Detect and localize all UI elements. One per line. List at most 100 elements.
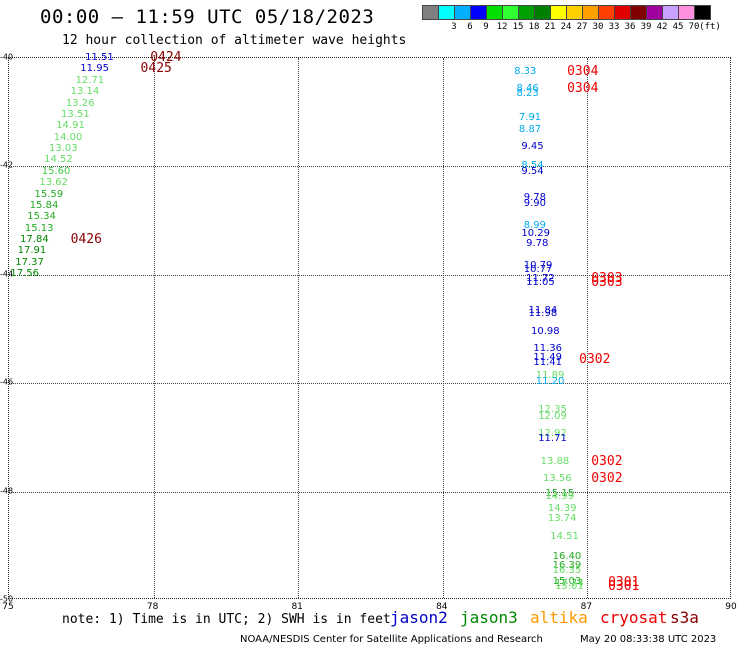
wave-height-value: 11.49 (533, 352, 563, 364)
wave-height-value: 15.01 (555, 580, 584, 592)
color-scale-bar (422, 5, 711, 20)
color-scale-label: 9 (483, 22, 489, 32)
color-scale-swatch (630, 5, 647, 20)
wave-height-value: 8.33 (514, 65, 537, 77)
wave-height-value: 12.71 (75, 74, 105, 86)
longitude-tick-label: 90 (725, 602, 737, 612)
color-scale-label: 15 (512, 22, 524, 32)
color-scale-swatch (598, 5, 615, 20)
wave-height-value: 15.59 (34, 188, 64, 200)
pass-time-label: 0424 (150, 50, 182, 65)
color-scale-swatch (438, 5, 455, 20)
wave-height-value: 11.95 (80, 63, 109, 75)
wave-height-value: 15.15 (545, 487, 575, 499)
longitude-tick-label: 84 (436, 602, 448, 612)
pass-time-label: 0302 (579, 352, 611, 368)
wave-height-value: 17.74 (555, 577, 584, 589)
color-scale-swatch (486, 5, 503, 20)
longitude-tick-label: 81 (291, 602, 303, 612)
footer-credit: NOAA/NESDIS Center for Satellite Applica… (240, 634, 543, 645)
grid-parallel (9, 166, 730, 168)
wave-height-value: 8.23 (516, 87, 539, 99)
color-scale-label: 3 (451, 22, 457, 32)
color-scale-label: 39 (640, 22, 652, 32)
wave-height-value: 9.78 (523, 191, 546, 203)
wave-height-value: 14.39 (547, 502, 577, 514)
color-scale-label: 21 (544, 22, 556, 32)
wave-height-value: 11.41 (533, 356, 563, 368)
wave-height-value: 15.34 (27, 211, 56, 223)
wave-height-value: 9.90 (523, 198, 546, 210)
page-subtitle: 12 hour collection of altimeter wave hei… (62, 33, 407, 48)
latitude-tick-label: -40 (0, 52, 14, 62)
wave-height-value: 11.72 (526, 272, 555, 284)
color-scale-swatch (470, 5, 487, 20)
wave-height-value: 15.13 (24, 222, 54, 234)
color-scale-swatch (422, 5, 439, 20)
wave-height-value: 12.92 (538, 427, 567, 439)
longitude-tick-label: 75 (2, 602, 14, 612)
pass-time-label: 0301 (608, 578, 640, 594)
wave-height-value: 11.89 (535, 369, 565, 381)
color-scale-label: 36 (624, 22, 636, 32)
wave-height-value: 14.51 (550, 530, 579, 542)
color-scale-swatch (662, 5, 679, 20)
wave-height-value: 12.09 (538, 411, 567, 423)
wave-height-value: 13.74 (547, 513, 577, 525)
wave-height-value: 11.36 (533, 343, 563, 355)
wave-height-value: 10.77 (523, 263, 553, 275)
legend-entry-s3a: s3a (670, 608, 699, 627)
color-scale-label: 18 (528, 22, 540, 32)
wave-height-value: 16.35 (552, 564, 582, 576)
footer-timestamp: May 20 08:33:38 UTC 2023 (580, 634, 717, 645)
latitude-tick-label: -48 (0, 486, 14, 496)
latitude-tick-label: -50 (0, 594, 14, 604)
wave-height-value: 14.91 (56, 120, 85, 132)
grid-parallel (9, 274, 730, 276)
color-scale-swatch (518, 5, 535, 20)
legend-entry-altika: altika (530, 608, 588, 627)
wave-height-value: 17.37 (15, 256, 44, 268)
pass-time-label: 0302 (591, 471, 623, 487)
wave-height-value: 13.03 (48, 143, 78, 155)
color-scale-label: 24 (560, 22, 572, 32)
wave-height-value: 8.54 (521, 160, 544, 172)
color-scale-label: 12 (496, 22, 508, 32)
pass-time-label: 0301 (608, 574, 640, 590)
longitude-tick-label: 87 (580, 602, 593, 612)
legend-entry-jason2: jason2 (390, 608, 448, 627)
pass-time-label: 0304 (567, 63, 599, 79)
color-scale-swatch (454, 5, 471, 20)
wave-height-value: 9.54 (521, 165, 544, 177)
wave-height-value: 10.98 (530, 325, 560, 337)
color-scale-swatch (646, 5, 663, 20)
wave-height-value: 17.91 (17, 245, 47, 257)
longitude-tick-label: 78 (146, 602, 159, 612)
grid-meridian (587, 58, 589, 598)
color-scale-label: 45 (672, 22, 684, 32)
wave-height-value: 12.35 (538, 404, 567, 416)
wave-height-value: 15.84 (29, 199, 59, 211)
wave-height-value: 15.60 (41, 165, 71, 177)
wave-height-value: 11.84 (528, 304, 558, 316)
wave-height-value: 11.05 (526, 277, 555, 289)
color-scale-label: (ft) (699, 22, 721, 32)
pass-time-label: 0426 (70, 232, 102, 248)
wave-height-value: 10.79 (523, 259, 553, 271)
color-scale-label: 33 (608, 22, 620, 32)
latitude-tick-label: -44 (0, 269, 14, 279)
color-scale-swatch (534, 5, 551, 20)
wave-height-value: 11.98 (528, 308, 558, 320)
color-scale-label: 70 (688, 22, 700, 32)
grid-parallel (9, 491, 730, 493)
wave-height-value: 13.56 (543, 473, 572, 485)
wave-height-value: 8.87 (518, 123, 542, 135)
grid-meridian (298, 58, 300, 598)
legend-entry-jason3: jason3 (460, 608, 518, 627)
color-scale-swatch (582, 5, 599, 20)
wave-height-value: 11.51 (85, 52, 114, 63)
wave-height-value: 13.26 (65, 97, 95, 109)
wave-height-value: 14.99 (545, 491, 575, 503)
color-scale-label: 42 (656, 22, 668, 32)
map-plot-area (8, 57, 731, 599)
